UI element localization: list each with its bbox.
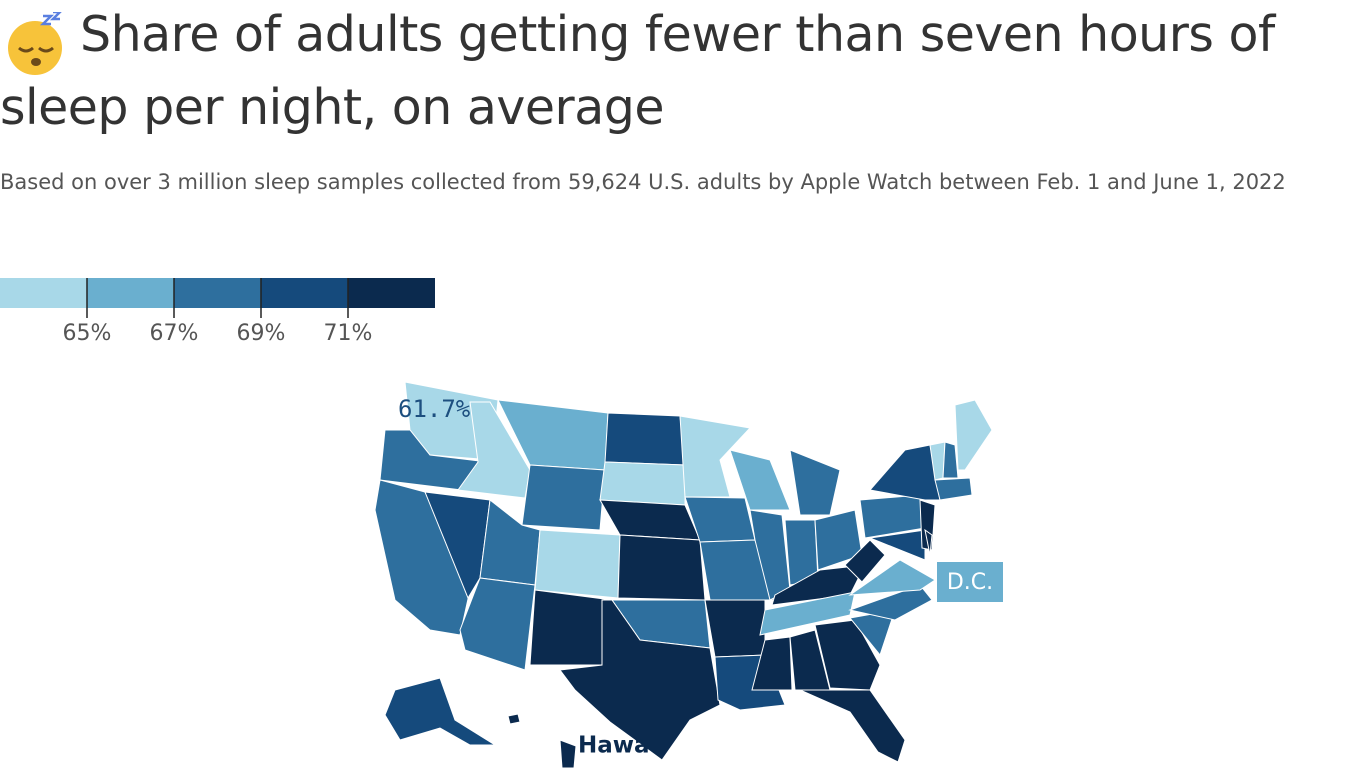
state <box>784 519 819 586</box>
state <box>599 499 701 541</box>
state <box>424 491 491 600</box>
state <box>759 591 856 636</box>
state <box>617 534 706 601</box>
state <box>379 429 489 493</box>
state <box>942 441 959 479</box>
legend-tick-label: 67% <box>150 321 199 346</box>
state <box>699 539 776 601</box>
state <box>604 412 686 466</box>
subtitle: Based on over 3 million sleep samples co… <box>0 170 1286 194</box>
emoji-face <box>8 21 62 75</box>
state <box>849 609 896 657</box>
legend-tick-label: 65% <box>63 321 112 346</box>
state <box>559 599 721 761</box>
state <box>374 479 471 636</box>
state <box>859 494 926 539</box>
title: Share of adults getting fewer than seven… <box>0 6 1275 136</box>
state <box>529 589 613 666</box>
state <box>404 381 499 461</box>
state <box>611 599 711 649</box>
legend-swatch <box>261 278 348 308</box>
state <box>869 444 941 501</box>
emoji <box>8 12 62 75</box>
state <box>459 577 536 671</box>
state <box>684 496 756 543</box>
state <box>934 477 973 501</box>
state <box>868 529 926 561</box>
state <box>848 559 936 596</box>
state <box>799 689 906 763</box>
dc-box <box>937 562 1003 602</box>
state <box>679 415 752 498</box>
legend-swatch <box>0 278 87 308</box>
state <box>559 739 577 768</box>
state <box>704 599 766 658</box>
state <box>714 654 786 711</box>
state <box>924 528 933 556</box>
emoji-zzz <box>39 12 62 26</box>
emoji-mouth <box>31 58 41 66</box>
state <box>844 539 886 583</box>
legend-tick-label: 71% <box>324 321 373 346</box>
state <box>954 399 993 471</box>
state <box>521 464 606 531</box>
legend-swatch <box>348 278 435 308</box>
state <box>771 564 866 606</box>
state <box>814 619 881 691</box>
state <box>384 677 497 746</box>
state <box>814 509 863 571</box>
annotation: 61.7% <box>398 395 471 423</box>
annotation: Hawa <box>578 733 650 759</box>
state <box>729 449 791 511</box>
state <box>929 441 946 481</box>
state <box>599 461 686 506</box>
state <box>789 629 831 691</box>
state <box>479 499 541 586</box>
emoji-eyes <box>18 46 54 53</box>
state <box>749 509 791 601</box>
state <box>457 401 531 499</box>
legend-tick-label: 69% <box>237 321 286 346</box>
state <box>848 584 933 621</box>
state <box>507 713 521 725</box>
legend-swatch <box>87 278 174 308</box>
state <box>751 636 793 691</box>
legend-swatch <box>174 278 261 308</box>
annotation: D.C. <box>947 570 993 595</box>
state <box>919 499 936 551</box>
state <box>789 449 841 516</box>
state <box>497 399 609 471</box>
state <box>534 529 621 599</box>
